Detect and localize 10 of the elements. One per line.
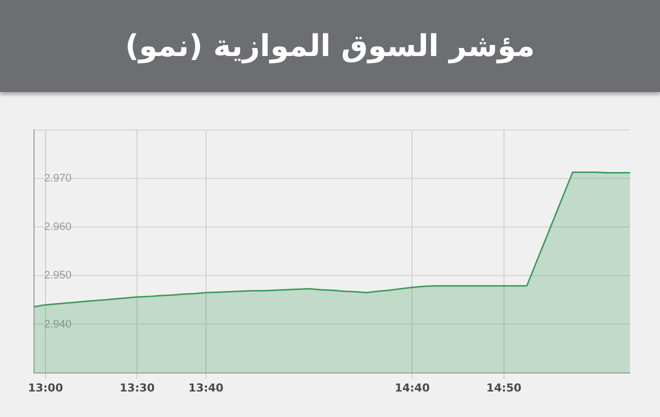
chart-title: مؤشر السوق الموازية (نمو) [125,28,535,64]
y-tick-label: 2.960 [44,221,72,234]
x-tick-label: 13:40 [188,381,224,394]
x-tick-label: 13:30 [120,381,156,394]
x-tick-label: 14:40 [394,381,430,394]
y-tick-label: 2.940 [44,318,72,330]
y-tick-label: 2.950 [44,270,72,282]
y-tick-label: 2.970 [44,172,72,185]
x-tick-label: 14:50 [486,381,522,394]
x-tick-label: 13:00 [28,381,64,394]
